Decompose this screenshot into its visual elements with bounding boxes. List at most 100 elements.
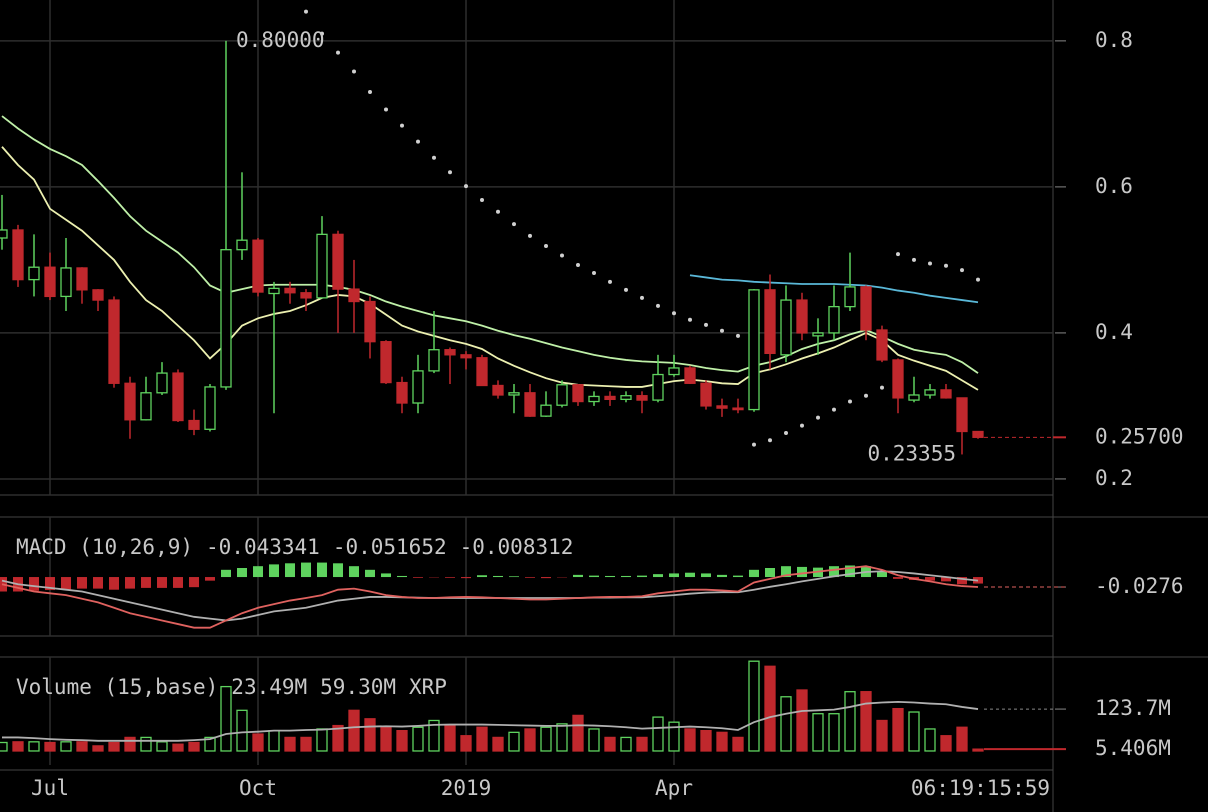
- candle-body: [300, 292, 312, 299]
- candle-body: [60, 267, 72, 298]
- candle-body: [348, 288, 360, 303]
- y-tick-label: 123.7M: [1095, 696, 1171, 720]
- volume-bar: [300, 736, 312, 752]
- candle-body: [140, 392, 152, 421]
- volume-bar: [220, 685, 232, 752]
- volume-bar: [764, 665, 776, 752]
- volume-bar: [204, 736, 216, 752]
- candle-body: [716, 405, 728, 409]
- volume-bar: [124, 736, 136, 752]
- legend-text: MACD (10,26,9): [16, 535, 193, 559]
- sar-dot: [720, 328, 724, 333]
- sar-dot: [640, 295, 644, 300]
- macd-histogram-bar: [605, 575, 615, 578]
- candle-body: [588, 395, 600, 403]
- sar-dot: [800, 423, 804, 428]
- volume-bar: [156, 741, 168, 752]
- macd-histogram-bar: [253, 566, 263, 578]
- volume-bar: [524, 728, 536, 752]
- volume-bar: [604, 736, 616, 752]
- sar-dot: [976, 277, 980, 282]
- x-tick-label: Oct: [239, 776, 277, 800]
- volume-bar: [716, 731, 728, 752]
- candle-body: [700, 382, 712, 407]
- macd-line: [1, 565, 979, 629]
- candle-body: [940, 389, 952, 399]
- sar-dot: [928, 261, 932, 266]
- macd-histogram-bar: [269, 564, 279, 578]
- candle-body: [332, 233, 344, 290]
- candle-body: [236, 239, 248, 251]
- legend-text: 59.30M: [320, 675, 396, 699]
- volume-bar: [460, 735, 472, 752]
- volume-bar: [60, 741, 72, 752]
- candle-body: [604, 395, 616, 401]
- macd-histogram-bar: [653, 574, 663, 578]
- candle-body: [44, 266, 56, 298]
- macd-histogram-bar: [237, 568, 247, 578]
- macd-histogram-bar: [29, 577, 39, 591]
- volume-bar: [364, 718, 376, 752]
- volume-bar: [316, 728, 328, 752]
- macd-histogram-bar: [797, 566, 807, 578]
- volume-bar: [876, 719, 888, 752]
- sar-dot: [432, 155, 436, 160]
- macd-histogram-bar: [93, 577, 103, 589]
- macd-histogram-bar: [365, 569, 375, 578]
- sar-dot: [880, 385, 884, 390]
- sar-dot: [448, 170, 452, 175]
- annotation: 0.80000: [236, 28, 325, 52]
- candle-body: [876, 329, 888, 361]
- macd-histogram-bar: [717, 574, 727, 578]
- volume-bar: [92, 745, 104, 752]
- sar-dot: [784, 430, 788, 435]
- candle-body: [764, 289, 776, 355]
- candle-body: [156, 372, 168, 394]
- volume-bar: [924, 728, 936, 752]
- sar-dot: [560, 253, 564, 258]
- candle-body: [380, 341, 392, 384]
- macd-histogram-bar: [669, 573, 679, 578]
- macd-histogram-bar: [893, 577, 903, 579]
- volume-bar: [44, 741, 56, 752]
- macd-histogram-bar: [397, 575, 407, 578]
- volume-bar: [412, 726, 424, 752]
- candle-body: [748, 289, 760, 411]
- macd-histogram-bar: [157, 577, 167, 588]
- sar-dot: [352, 69, 356, 74]
- volume-bar: [476, 726, 488, 752]
- volume-bar: [844, 691, 856, 752]
- volume-bar: [796, 689, 808, 752]
- candle-body: [76, 267, 88, 291]
- volume-bar: [956, 726, 968, 752]
- volume-bar: [12, 741, 24, 752]
- candle-body: [844, 286, 856, 308]
- macd-histogram-bar: [749, 569, 759, 578]
- volume-bar: [0, 741, 8, 752]
- macd-histogram-bar: [205, 577, 215, 581]
- sar-dot: [624, 287, 628, 292]
- legend-text: XRP: [409, 675, 447, 699]
- candle-body: [124, 382, 136, 421]
- candle-body: [28, 266, 40, 281]
- macd-histogram-bar: [509, 576, 519, 578]
- candle-body: [492, 384, 504, 396]
- x-tick-label: 2019: [441, 776, 492, 800]
- candle-body: [668, 367, 680, 376]
- candle-body: [652, 373, 664, 401]
- sar-dot: [496, 209, 500, 214]
- candle-body: [108, 299, 120, 384]
- candle-body: [268, 287, 280, 295]
- macd-histogram-bar: [317, 562, 327, 578]
- sar-dot: [816, 415, 820, 420]
- y-tick-label: 5.406M: [1095, 736, 1171, 760]
- sar-dot: [912, 257, 916, 262]
- macd-histogram-bar: [445, 577, 455, 578]
- macd-histogram-bar: [925, 577, 935, 581]
- macd-histogram-bar: [381, 573, 391, 578]
- macd-histogram-bar: [957, 577, 967, 585]
- x-tick-label: Jul: [31, 776, 69, 800]
- macd-histogram-bar: [125, 577, 135, 589]
